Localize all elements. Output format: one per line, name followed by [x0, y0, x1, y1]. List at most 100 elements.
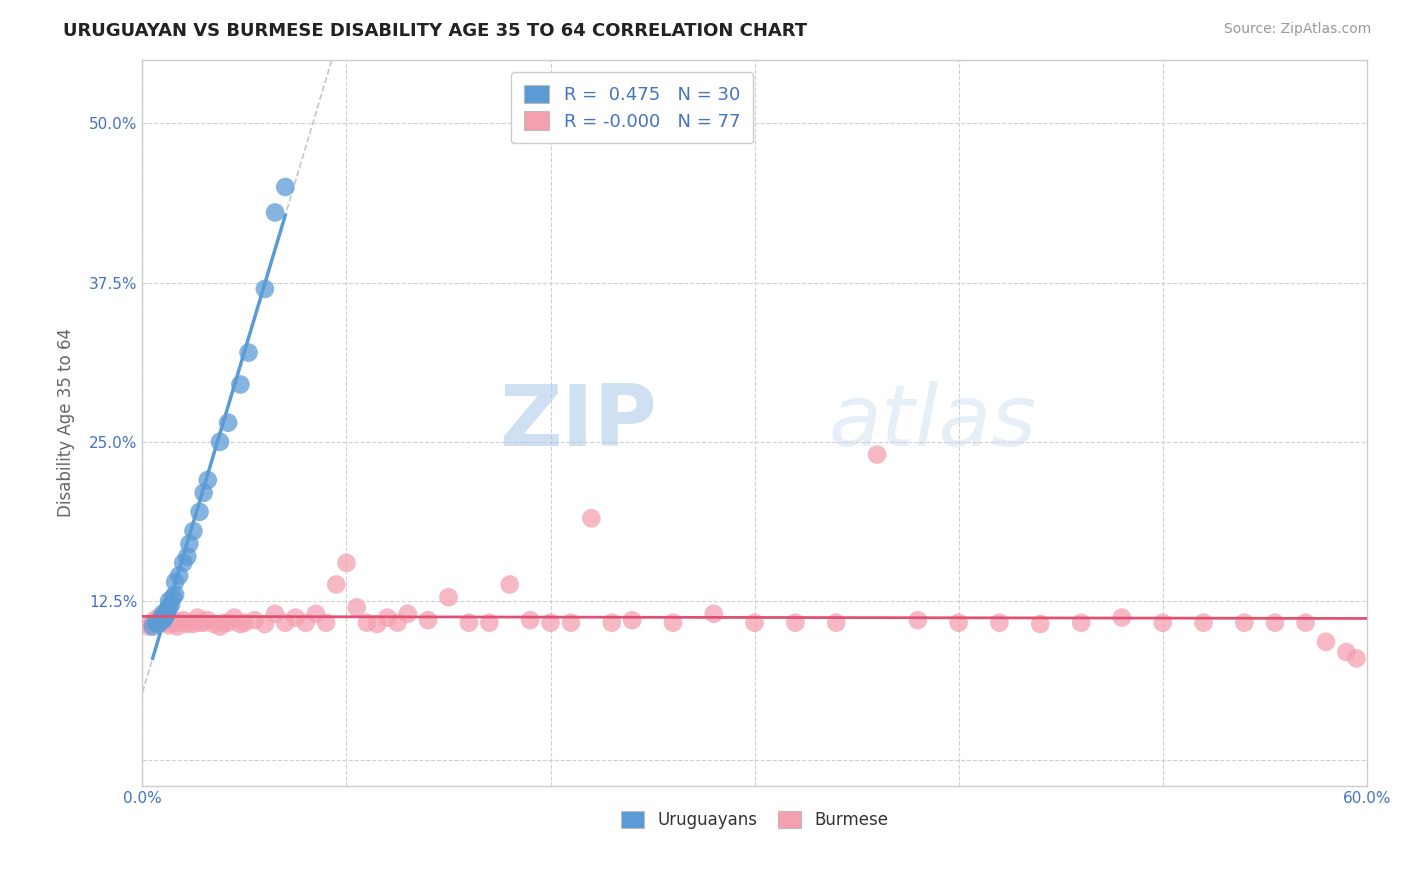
Point [156, 603, 179, 617]
Point [217, 416, 239, 430]
Point [519, 613, 541, 627]
Point [907, 613, 929, 627]
Point [264, 205, 287, 219]
Point [1029, 617, 1052, 632]
Point [188, 505, 211, 519]
Point [785, 615, 807, 630]
Point [212, 615, 235, 630]
Point [1111, 610, 1133, 624]
Point [165, 615, 187, 630]
Point [208, 619, 231, 633]
Point [153, 610, 176, 624]
Point [160, 598, 183, 612]
Point [156, 610, 179, 624]
Point [167, 615, 190, 630]
Point [346, 600, 368, 615]
Point [165, 588, 187, 602]
Point [560, 615, 582, 630]
Point [264, 607, 287, 621]
Point [152, 607, 174, 621]
Point [172, 613, 194, 627]
Point [1346, 651, 1368, 665]
Point [1336, 645, 1358, 659]
Point [208, 434, 231, 449]
Point [179, 537, 201, 551]
Point [243, 613, 266, 627]
Point [325, 577, 347, 591]
Point [148, 610, 170, 624]
Y-axis label: Disability Age 35 to 64: Disability Age 35 to 64 [58, 328, 75, 517]
Point [143, 613, 166, 627]
Point [188, 615, 211, 630]
Point [172, 556, 194, 570]
Point [176, 549, 198, 564]
Point [1233, 615, 1256, 630]
Point [153, 615, 176, 630]
Point [145, 615, 167, 630]
Point [988, 615, 1011, 630]
Point [183, 524, 205, 538]
Point [437, 591, 460, 605]
Point [1152, 615, 1174, 630]
Point [176, 617, 198, 632]
Point [478, 615, 501, 630]
Point [458, 615, 481, 630]
Point [145, 617, 167, 632]
Point [581, 511, 603, 525]
Point [1192, 615, 1215, 630]
Point [224, 610, 246, 624]
Point [274, 180, 297, 194]
Point [825, 615, 848, 630]
Point [183, 617, 205, 632]
Point [197, 473, 219, 487]
Point [149, 613, 172, 627]
Point [540, 615, 562, 630]
Text: Source: ZipAtlas.com: Source: ZipAtlas.com [1223, 22, 1371, 37]
Point [217, 615, 239, 630]
Point [157, 594, 180, 608]
Point [356, 615, 378, 630]
Point [202, 617, 225, 632]
Point [138, 619, 160, 633]
Point [1295, 615, 1317, 630]
Point [387, 615, 409, 630]
Point [366, 617, 388, 632]
Point [744, 615, 766, 630]
Point [233, 615, 256, 630]
Point [162, 591, 184, 605]
Point [662, 615, 685, 630]
Point [157, 600, 180, 615]
Point [499, 577, 522, 591]
Text: atlas: atlas [828, 381, 1036, 464]
Point [335, 556, 357, 570]
Legend: Uruguayans, Burmese: Uruguayans, Burmese [614, 804, 896, 836]
Point [1315, 635, 1337, 649]
Point [142, 615, 165, 630]
Point [197, 613, 219, 627]
Point [148, 617, 170, 632]
Point [416, 613, 439, 627]
Point [162, 613, 184, 627]
Point [152, 613, 174, 627]
Point [160, 615, 183, 630]
Text: ZIP: ZIP [499, 381, 657, 464]
Point [193, 615, 215, 630]
Point [294, 615, 316, 630]
Point [315, 615, 337, 630]
Point [305, 607, 328, 621]
Point [156, 607, 179, 621]
Point [165, 574, 187, 589]
Point [375, 610, 398, 624]
Point [1264, 615, 1286, 630]
Point [166, 619, 188, 633]
Point [229, 617, 252, 632]
Point [229, 377, 252, 392]
Point [396, 607, 419, 621]
Point [152, 613, 174, 627]
Point [703, 607, 725, 621]
Point [621, 613, 644, 627]
Point [274, 615, 297, 630]
Point [1070, 615, 1092, 630]
Point [179, 615, 201, 630]
Point [866, 448, 889, 462]
